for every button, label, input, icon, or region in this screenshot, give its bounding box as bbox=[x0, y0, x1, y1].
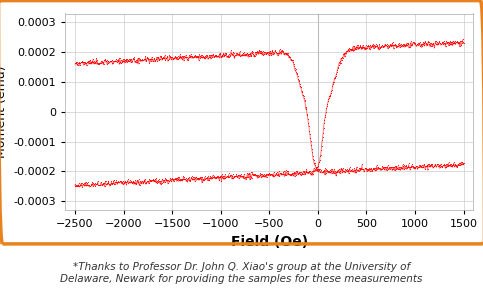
Text: *Thanks to Professor Dr. John Q. Xiao's group at the University of
Delaware, New: *Thanks to Professor Dr. John Q. Xiao's … bbox=[60, 262, 423, 284]
X-axis label: Field (Oe): Field (Oe) bbox=[231, 235, 308, 249]
Y-axis label: Moment (emu): Moment (emu) bbox=[0, 65, 8, 158]
